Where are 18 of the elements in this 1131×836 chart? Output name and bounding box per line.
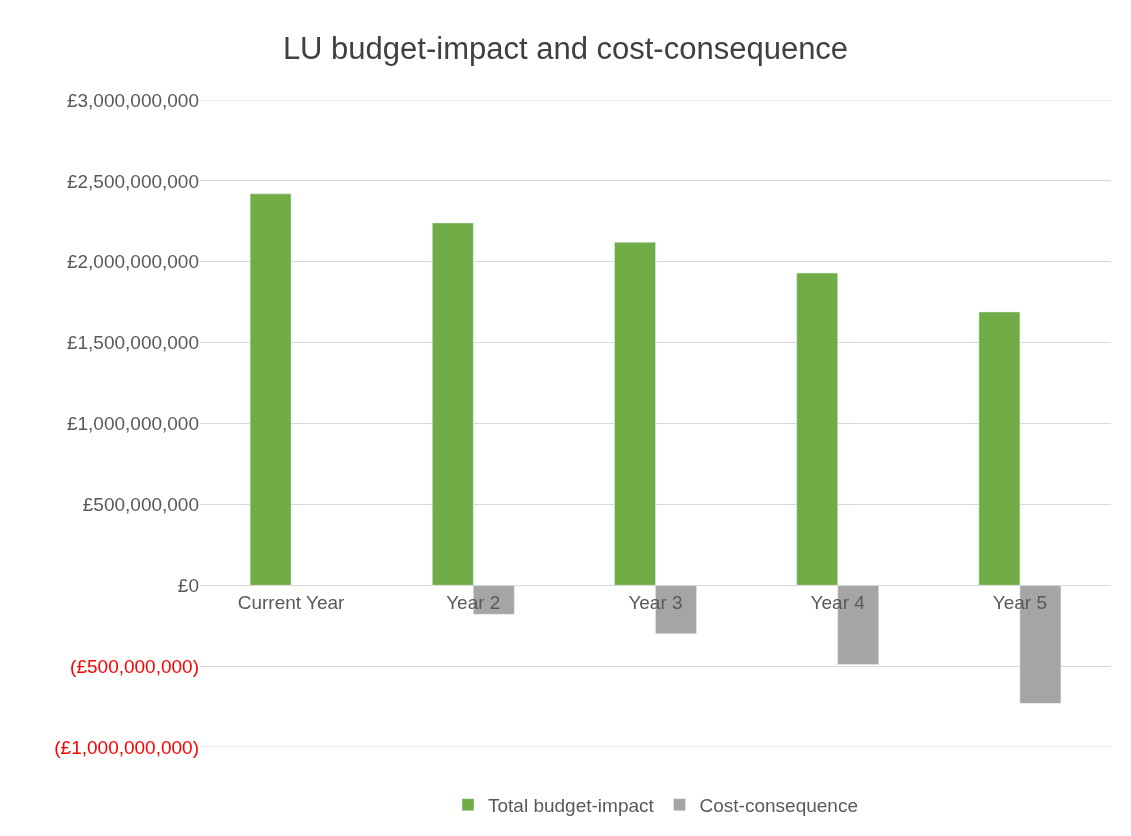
- y-tick-label: (£1,000,000,000): [54, 736, 199, 758]
- chart-title: LU budget-impact and cost-consequence: [282, 31, 849, 67]
- y-tick-label: (£500,000,000): [70, 655, 199, 677]
- y-tick-label: £2,000,000,000: [66, 251, 199, 273]
- y-tick-label: £1,000,000,000: [66, 413, 199, 435]
- y-tick-label: £3,000,000,000: [66, 89, 199, 111]
- x-tick-label: Year 5: [992, 592, 1048, 614]
- legend-label: Cost-consequence: [699, 795, 858, 817]
- y-tick-label: £1,500,000,000: [66, 332, 199, 354]
- legend-label: Total budget-impact: [488, 795, 655, 817]
- y-tick-label: £2,500,000,000: [66, 170, 199, 192]
- x-tick-label: Year 3: [628, 592, 683, 614]
- bar: [249, 193, 292, 586]
- y-tick-label: £0: [177, 574, 199, 596]
- x-tick-label: Year 4: [810, 592, 866, 614]
- y-tick-label: £500,000,000: [82, 494, 199, 516]
- x-tick-label: Year 2: [446, 592, 501, 614]
- x-tick-label: Current Year: [237, 592, 346, 614]
